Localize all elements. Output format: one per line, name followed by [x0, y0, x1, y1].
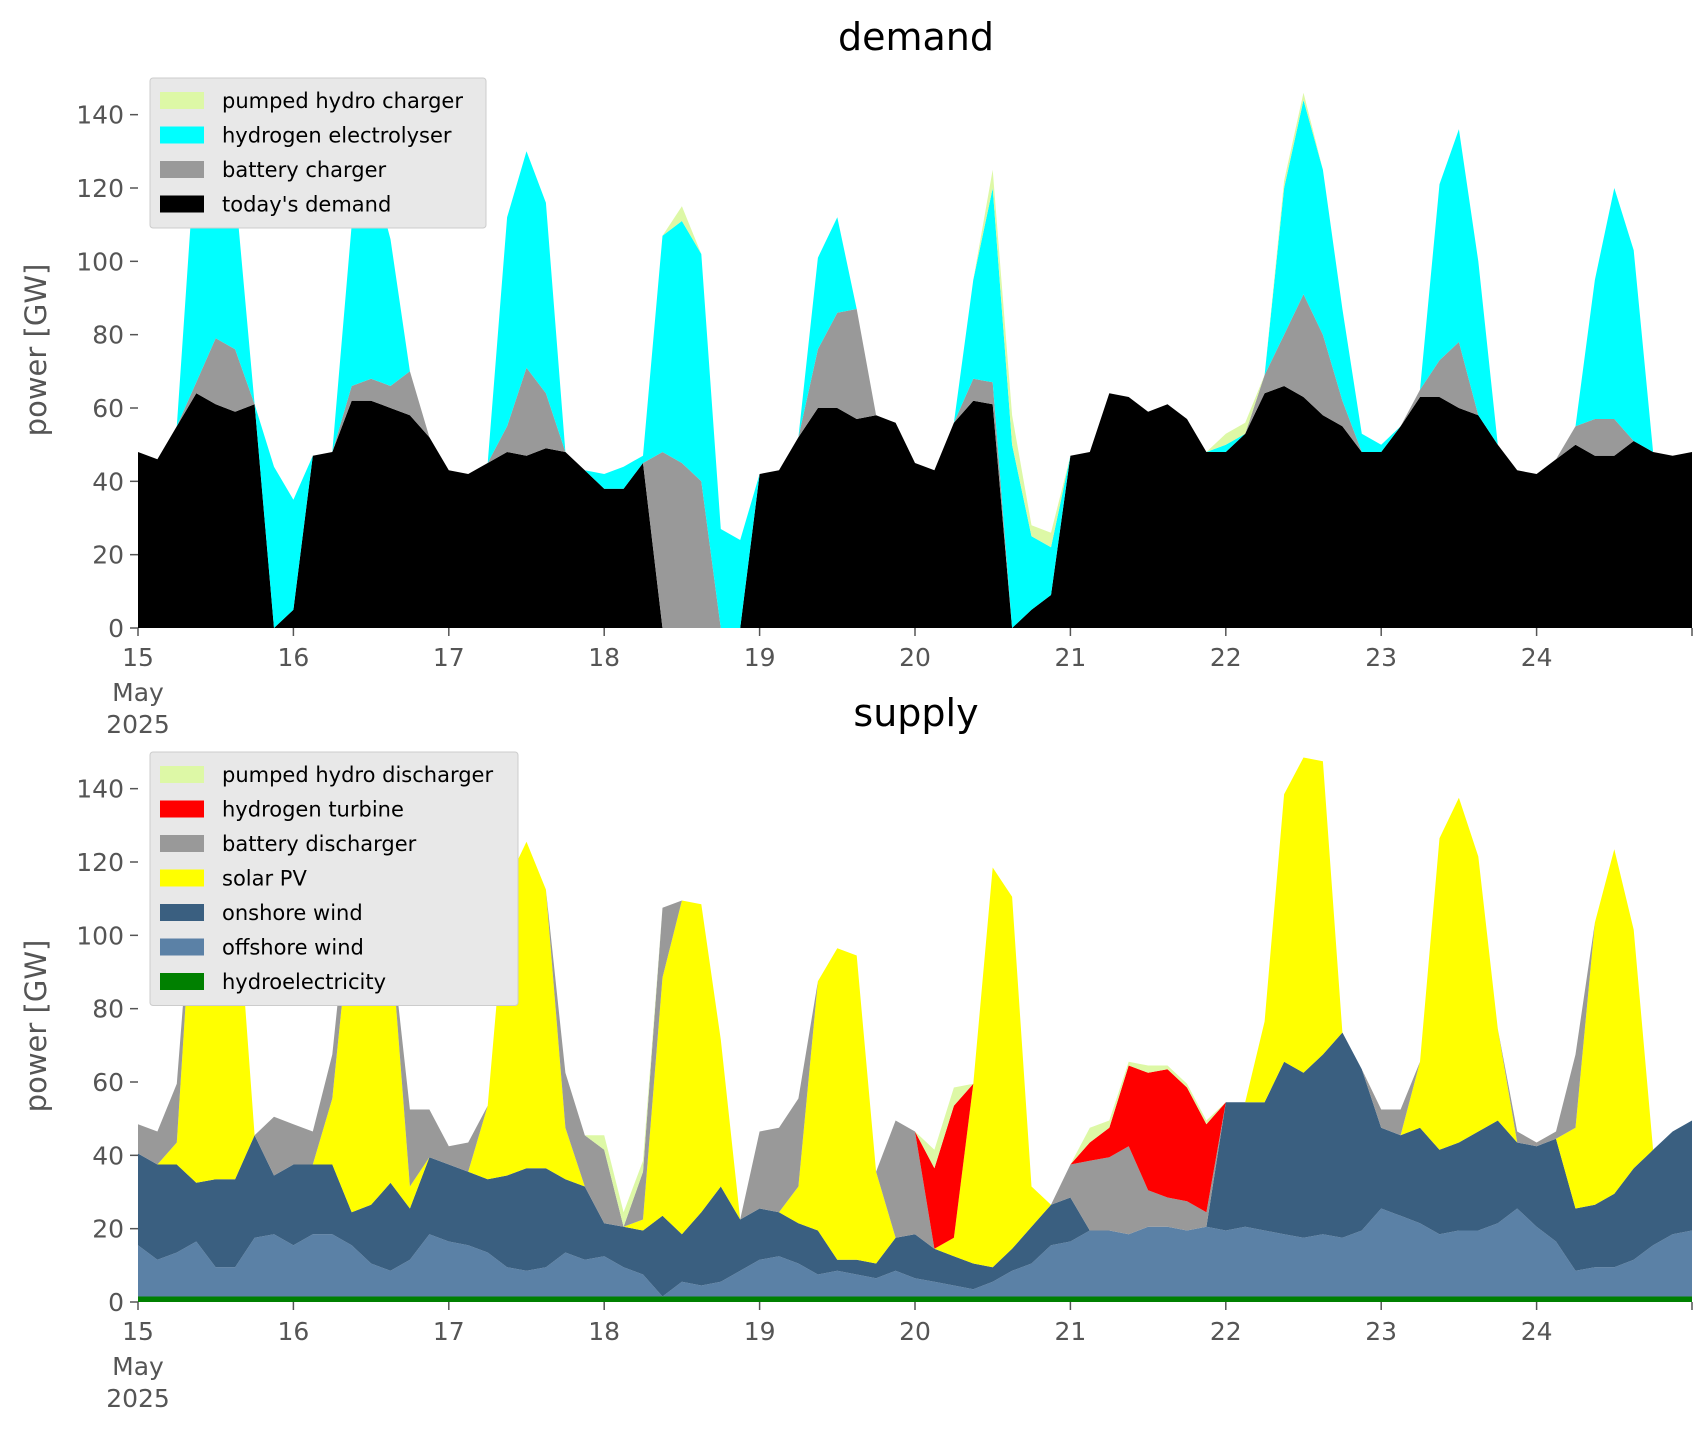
demand-legend-swatch-pumped-hydro-charger [160, 92, 204, 109]
supply-legend-label-onshore-wind: onshore wind [222, 901, 363, 925]
supply-y-tick-label: 80 [92, 995, 124, 1024]
demand-y-tick-label: 140 [76, 101, 124, 130]
demand-axes: 0 20 40 60 80 100 120 140 15 May 2025 16 17 18 19 20 21 2… [76, 101, 1693, 739]
supply-y-tick-label: 60 [92, 1068, 124, 1097]
demand-areas [138, 92, 1692, 628]
supply-y-tick-label: 40 [92, 1141, 124, 1170]
supply-legend-label-hydroelectricity: hydroelectricity [222, 970, 386, 994]
supply-x-tick-label: 22 [1210, 1317, 1242, 1346]
supply-x-tick-sublabel: 2025 [106, 1384, 170, 1413]
supply-legend-swatch-hydroelectricity [160, 973, 204, 990]
supply-axes: 0 20 40 60 80 100 120 140 15 May 2025 16 17 18 19 20 21 2… [76, 775, 1693, 1413]
supply-x-tick-label: 23 [1365, 1317, 1397, 1346]
supply-y-tick-label: 140 [76, 775, 124, 804]
demand-legend: pumped hydro charger hydrogen electrolyse… [149, 77, 487, 229]
supply-panel: supply power [GW] 0 20 40 60 80 100 120 140 15 Ma… [19, 691, 1693, 1413]
supply-x-tick-label: 15 [122, 1317, 154, 1346]
demand-y-tick-label: 120 [76, 174, 124, 203]
supply-legend-frame [149, 751, 519, 1006]
supply-legend-swatch-solar-pv [160, 869, 204, 887]
supply-legend-label-offshore-wind: offshore wind [222, 936, 364, 960]
demand-x-tick-label: 23 [1365, 643, 1397, 672]
demand-x-tick-label: 19 [744, 643, 776, 672]
demand-y-tick-label: 80 [92, 321, 124, 350]
supply-x-tick-label: 24 [1521, 1317, 1553, 1346]
demand-title: demand [838, 15, 994, 59]
supply-x-tick-label: 17 [433, 1317, 465, 1346]
demand-legend-label-pumped-hydro-charger: pumped hydro charger [222, 89, 463, 113]
supply-area-offshore-wind [138, 1208, 1692, 1297]
supply-area-onshore-wind [138, 1032, 1692, 1297]
supply-y-tick-label: 20 [92, 1215, 124, 1244]
demand-y-tick-label: 0 [108, 614, 124, 643]
demand-area-hydrogen-electrolyser [138, 100, 1692, 628]
demand-y-axis-label: power [GW] [19, 264, 53, 437]
supply-legend-swatch-hydrogen-turbine [160, 800, 204, 818]
demand-x-tick-label: 24 [1521, 643, 1553, 672]
supply-area-hydroelectricity [138, 1296, 1692, 1302]
supply-x-tick-label: 18 [588, 1317, 620, 1346]
demand-x-tick-label: 15 [122, 643, 154, 672]
demand-x-tick-label: 17 [433, 643, 465, 672]
supply-legend-swatch-onshore-wind [160, 904, 204, 921]
demand-y-tick-label: 40 [92, 467, 124, 496]
supply-title: supply [853, 691, 978, 735]
demand-area-today-s-demand [138, 386, 1692, 628]
demand-x-tick-label: 21 [1054, 643, 1086, 672]
supply-y-tick-label: 120 [76, 848, 124, 877]
supply-legend-swatch-battery-discharger [160, 835, 204, 852]
demand-legend-swatch-battery-charger [160, 161, 204, 178]
demand-x-tick-label: 18 [588, 643, 620, 672]
demand-x-tick-label: 22 [1210, 643, 1242, 672]
demand-legend-swatch-today-s-demand [160, 195, 204, 213]
supply-legend-label-solar-pv: solar PV [222, 867, 307, 891]
supply-x-tick-label: 19 [744, 1317, 776, 1346]
supply-legend-label-hydrogen-turbine: hydrogen turbine [222, 798, 404, 822]
supply-x-tick-label: 16 [277, 1317, 309, 1346]
demand-y-tick-label: 100 [76, 247, 124, 276]
supply-legend-swatch-pumped-hydro-discharger [160, 766, 204, 783]
demand-legend-swatch-hydrogen-electrolyser [160, 126, 204, 144]
demand-x-tick-label: 20 [899, 643, 931, 672]
supply-areas [138, 757, 1692, 1302]
supply-x-tick-label: 21 [1054, 1317, 1086, 1346]
supply-legend: pumped hydro discharger hydrogen turbine b… [149, 751, 519, 1006]
supply-y-axis-label: power [GW] [19, 940, 53, 1113]
supply-legend-label-battery-discharger: battery discharger [222, 832, 417, 856]
supply-x-tick-sublabel: May [112, 1352, 164, 1381]
demand-x-tick-label: 16 [277, 643, 309, 672]
demand-x-tick-sublabel: May [112, 678, 164, 707]
supply-y-tick-label: 0 [108, 1288, 124, 1317]
supply-legend-label-pumped-hydro-discharger: pumped hydro discharger [222, 763, 493, 787]
demand-area-battery-charger [138, 294, 1692, 628]
demand-y-tick-label: 60 [92, 394, 124, 423]
demand-legend-label-battery-charger: battery charger [222, 158, 387, 182]
supply-legend-swatch-offshore-wind [160, 938, 204, 956]
demand-legend-label-hydrogen-electrolyser: hydrogen electrolyser [222, 124, 452, 148]
supply-x-tick-label: 20 [899, 1317, 931, 1346]
demand-x-tick-sublabel: 2025 [106, 710, 170, 739]
supply-area-battery-discharger [138, 757, 1692, 1249]
demand-legend-frame [149, 77, 487, 229]
supply-y-tick-label: 100 [76, 921, 124, 950]
demand-legend-label-today-s-demand: today's demand [222, 193, 391, 217]
demand-y-tick-label: 20 [92, 541, 124, 570]
demand-panel: demand power [GW] 0 20 40 60 80 100 120 140 15 Ma… [19, 15, 1693, 739]
supply-area-solar-pv [138, 757, 1692, 1268]
